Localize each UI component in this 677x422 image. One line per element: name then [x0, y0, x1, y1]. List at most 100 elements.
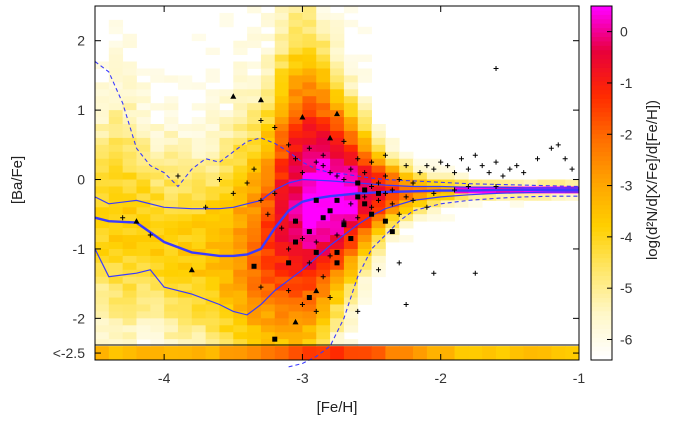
heatmap-cell — [357, 276, 372, 285]
heatmap-cell — [164, 297, 179, 305]
heatmap-cell — [177, 276, 193, 285]
heatmap-cell — [357, 165, 372, 173]
heatmap-cell — [247, 26, 262, 35]
heatmap-cell — [343, 137, 359, 146]
heatmap-cell — [302, 193, 317, 201]
heatmap-cell — [274, 304, 289, 312]
heatmap-cell — [316, 228, 331, 236]
heatmap-cell — [454, 179, 469, 187]
heatmap-cell — [330, 193, 345, 201]
heatmap-cell — [247, 283, 262, 291]
heatmap-cell — [150, 124, 165, 132]
heatmap-cell — [385, 193, 400, 201]
heatmap-cell — [440, 165, 455, 173]
heatmap-cell — [302, 40, 317, 49]
heatmap-cell — [108, 200, 124, 208]
heatmap-cell — [164, 325, 179, 333]
heatmap-cell — [371, 262, 386, 271]
star-point-cross — [320, 152, 326, 158]
heatmap-cell — [177, 144, 193, 153]
heatmap-cell — [219, 12, 234, 21]
heatmap-cell — [191, 144, 207, 153]
star-point-cross — [327, 295, 333, 301]
heatmap-cell — [205, 283, 220, 291]
colorbar-segment — [591, 90, 612, 96]
heatmap-cell — [177, 137, 193, 146]
colorbar-segment — [591, 240, 612, 246]
star-point-cross — [472, 152, 478, 158]
heatmap-cell — [274, 339, 289, 347]
heatmap-cell — [330, 137, 345, 146]
heatmap-cell — [233, 228, 248, 236]
heatmap-cell — [343, 179, 359, 187]
heatmap-cell — [260, 325, 276, 333]
heatmap-cell — [136, 311, 151, 319]
heatmap-cell — [357, 228, 372, 236]
heatmap-cell — [426, 158, 442, 167]
heatmap-cell — [150, 283, 165, 291]
heatmap-cell — [233, 276, 248, 285]
star-point-cross — [472, 270, 478, 276]
heatmap-cell — [274, 186, 289, 194]
heatmap-cell-clipped — [399, 346, 414, 360]
heatmap-cell — [260, 290, 276, 298]
heatmap-cell — [399, 179, 414, 187]
star-point-cross — [362, 170, 368, 176]
heatmap-cell — [108, 40, 124, 49]
heatmap-cell — [440, 172, 455, 180]
heatmap-cell — [302, 96, 317, 104]
heatmap-cell — [399, 158, 414, 167]
heatmap-cell — [316, 124, 331, 132]
heatmap-cell — [371, 221, 386, 229]
heatmap-cell — [191, 193, 207, 201]
heatmap-cell — [150, 290, 165, 298]
star-point-cross — [175, 173, 181, 179]
heatmap-cell — [260, 137, 276, 146]
heatmap-cell — [371, 144, 386, 153]
heatmap-cell — [247, 117, 262, 125]
star-point-cross — [341, 138, 347, 144]
heatmap-cell — [122, 242, 137, 250]
heatmap-cell — [95, 130, 110, 139]
heatmap-cell — [205, 235, 220, 243]
heatmap-cell — [260, 151, 276, 160]
heatmap-cell — [95, 179, 110, 187]
heatmap-cell — [316, 33, 331, 42]
heatmap-cell — [274, 262, 289, 271]
heatmap-cell — [136, 242, 151, 250]
colorbar-tick-label: -4 — [620, 229, 633, 245]
heatmap-cell — [136, 103, 151, 111]
heatmap-cell — [288, 269, 303, 278]
star-point-cross — [147, 232, 153, 238]
heatmap-cell — [385, 214, 400, 222]
heatmap-cell — [122, 297, 137, 305]
heatmap-cell — [191, 165, 207, 173]
colorbar-segment — [591, 138, 612, 144]
heatmap-cell — [260, 248, 276, 257]
heatmap-cell-clipped — [357, 346, 372, 360]
heatmap-cell — [205, 165, 220, 173]
heatmap-cell — [122, 151, 137, 160]
heatmap-cell — [274, 110, 289, 118]
heatmap-cell — [413, 172, 428, 180]
heatmap-cell — [95, 158, 110, 167]
colorbar-segment — [591, 333, 612, 339]
star-point-square — [341, 222, 347, 228]
heatmap-cell — [205, 103, 220, 111]
heatmap-cell — [177, 165, 193, 173]
star-point-cross — [299, 236, 305, 242]
heatmap-cell-clipped — [523, 346, 538, 360]
colorbar-segment — [591, 298, 612, 304]
heatmap-cell — [247, 304, 262, 312]
heatmap-cell — [122, 332, 137, 340]
heatmap-cell — [399, 165, 414, 173]
star-point-cross — [348, 201, 354, 207]
heatmap-cell — [482, 193, 497, 201]
heatmap-cell — [219, 297, 234, 305]
heatmap-cell — [274, 165, 289, 173]
heatmap-cell — [136, 165, 151, 173]
heatmap-cell — [357, 290, 372, 298]
heatmap-cell — [108, 26, 124, 35]
heatmap-cell — [150, 186, 165, 194]
heatmap-cell — [108, 242, 124, 250]
